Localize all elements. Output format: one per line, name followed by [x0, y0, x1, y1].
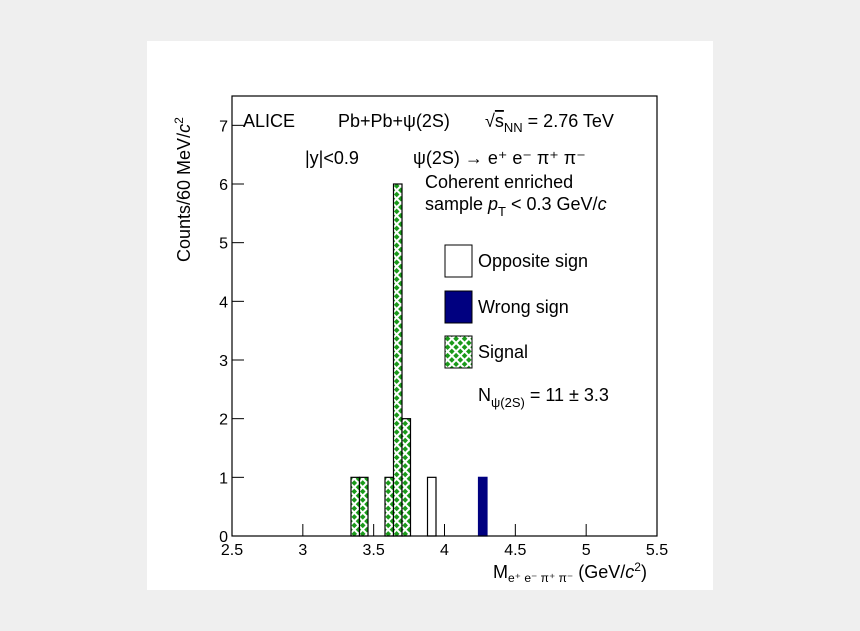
histogram-bar: [350, 476, 361, 537]
plot: 2.5 3 3.5 4 4.5 5 5.5 0 1 2 3 4 5 6 7: [219, 95, 668, 559]
histogram-bar: [426, 476, 437, 537]
y-tick-label: 6: [219, 177, 228, 194]
x-tick-label: 2.5: [221, 542, 243, 559]
system: Pb+Pb+ψ(2S): [338, 111, 450, 131]
yield: Nψ(2S) = 11 ± 3.3: [478, 385, 609, 410]
x-axis-label: Me⁺ e⁻ π⁺ π⁻ (GeV/c2): [493, 560, 647, 585]
energy: √sNN = 2.76 TeV: [485, 111, 614, 135]
histogram-bar: [358, 476, 369, 537]
selection: Coherent enriched: [425, 172, 573, 192]
x-tick-label: 3.5: [363, 542, 385, 559]
selection: sample pT < 0.3 GeV/c: [425, 194, 607, 219]
histogram-bar: [477, 476, 488, 537]
y-tick-label: 3: [219, 353, 228, 370]
experiment: ALICE: [243, 111, 295, 131]
y-axis-label: Counts/60 MeV/c2: [172, 117, 194, 262]
y-tick-label: 5: [219, 236, 228, 253]
x-tick-label: 5: [582, 542, 591, 559]
legend-swatch: [444, 244, 473, 278]
histogram-bar: [384, 476, 395, 537]
x-tick-label: 3: [298, 542, 307, 559]
legend-label: Wrong sign: [478, 297, 569, 317]
legend-swatch: [444, 335, 473, 369]
y-tick-label: 2: [219, 412, 228, 429]
rapidity: |y|<0.9: [305, 148, 359, 168]
y-tick-label: 4: [219, 294, 228, 311]
y-tick-label: 1: [219, 470, 228, 487]
decay: ψ(2S) → e⁺ e⁻ π⁺ π⁻: [413, 148, 586, 168]
x-tick-label: 4.5: [504, 542, 526, 559]
y-tick-label: 0: [219, 529, 228, 546]
x-tick-label: 5.5: [646, 542, 668, 559]
x-tick-label: 4: [440, 542, 449, 559]
legend-label: Signal: [478, 342, 528, 362]
legend-label: Opposite sign: [478, 251, 588, 271]
histogram-bar: [392, 183, 403, 537]
histogram-bar: [401, 418, 412, 537]
legend-swatch: [444, 290, 473, 324]
y-tick-label: 7: [219, 118, 228, 135]
